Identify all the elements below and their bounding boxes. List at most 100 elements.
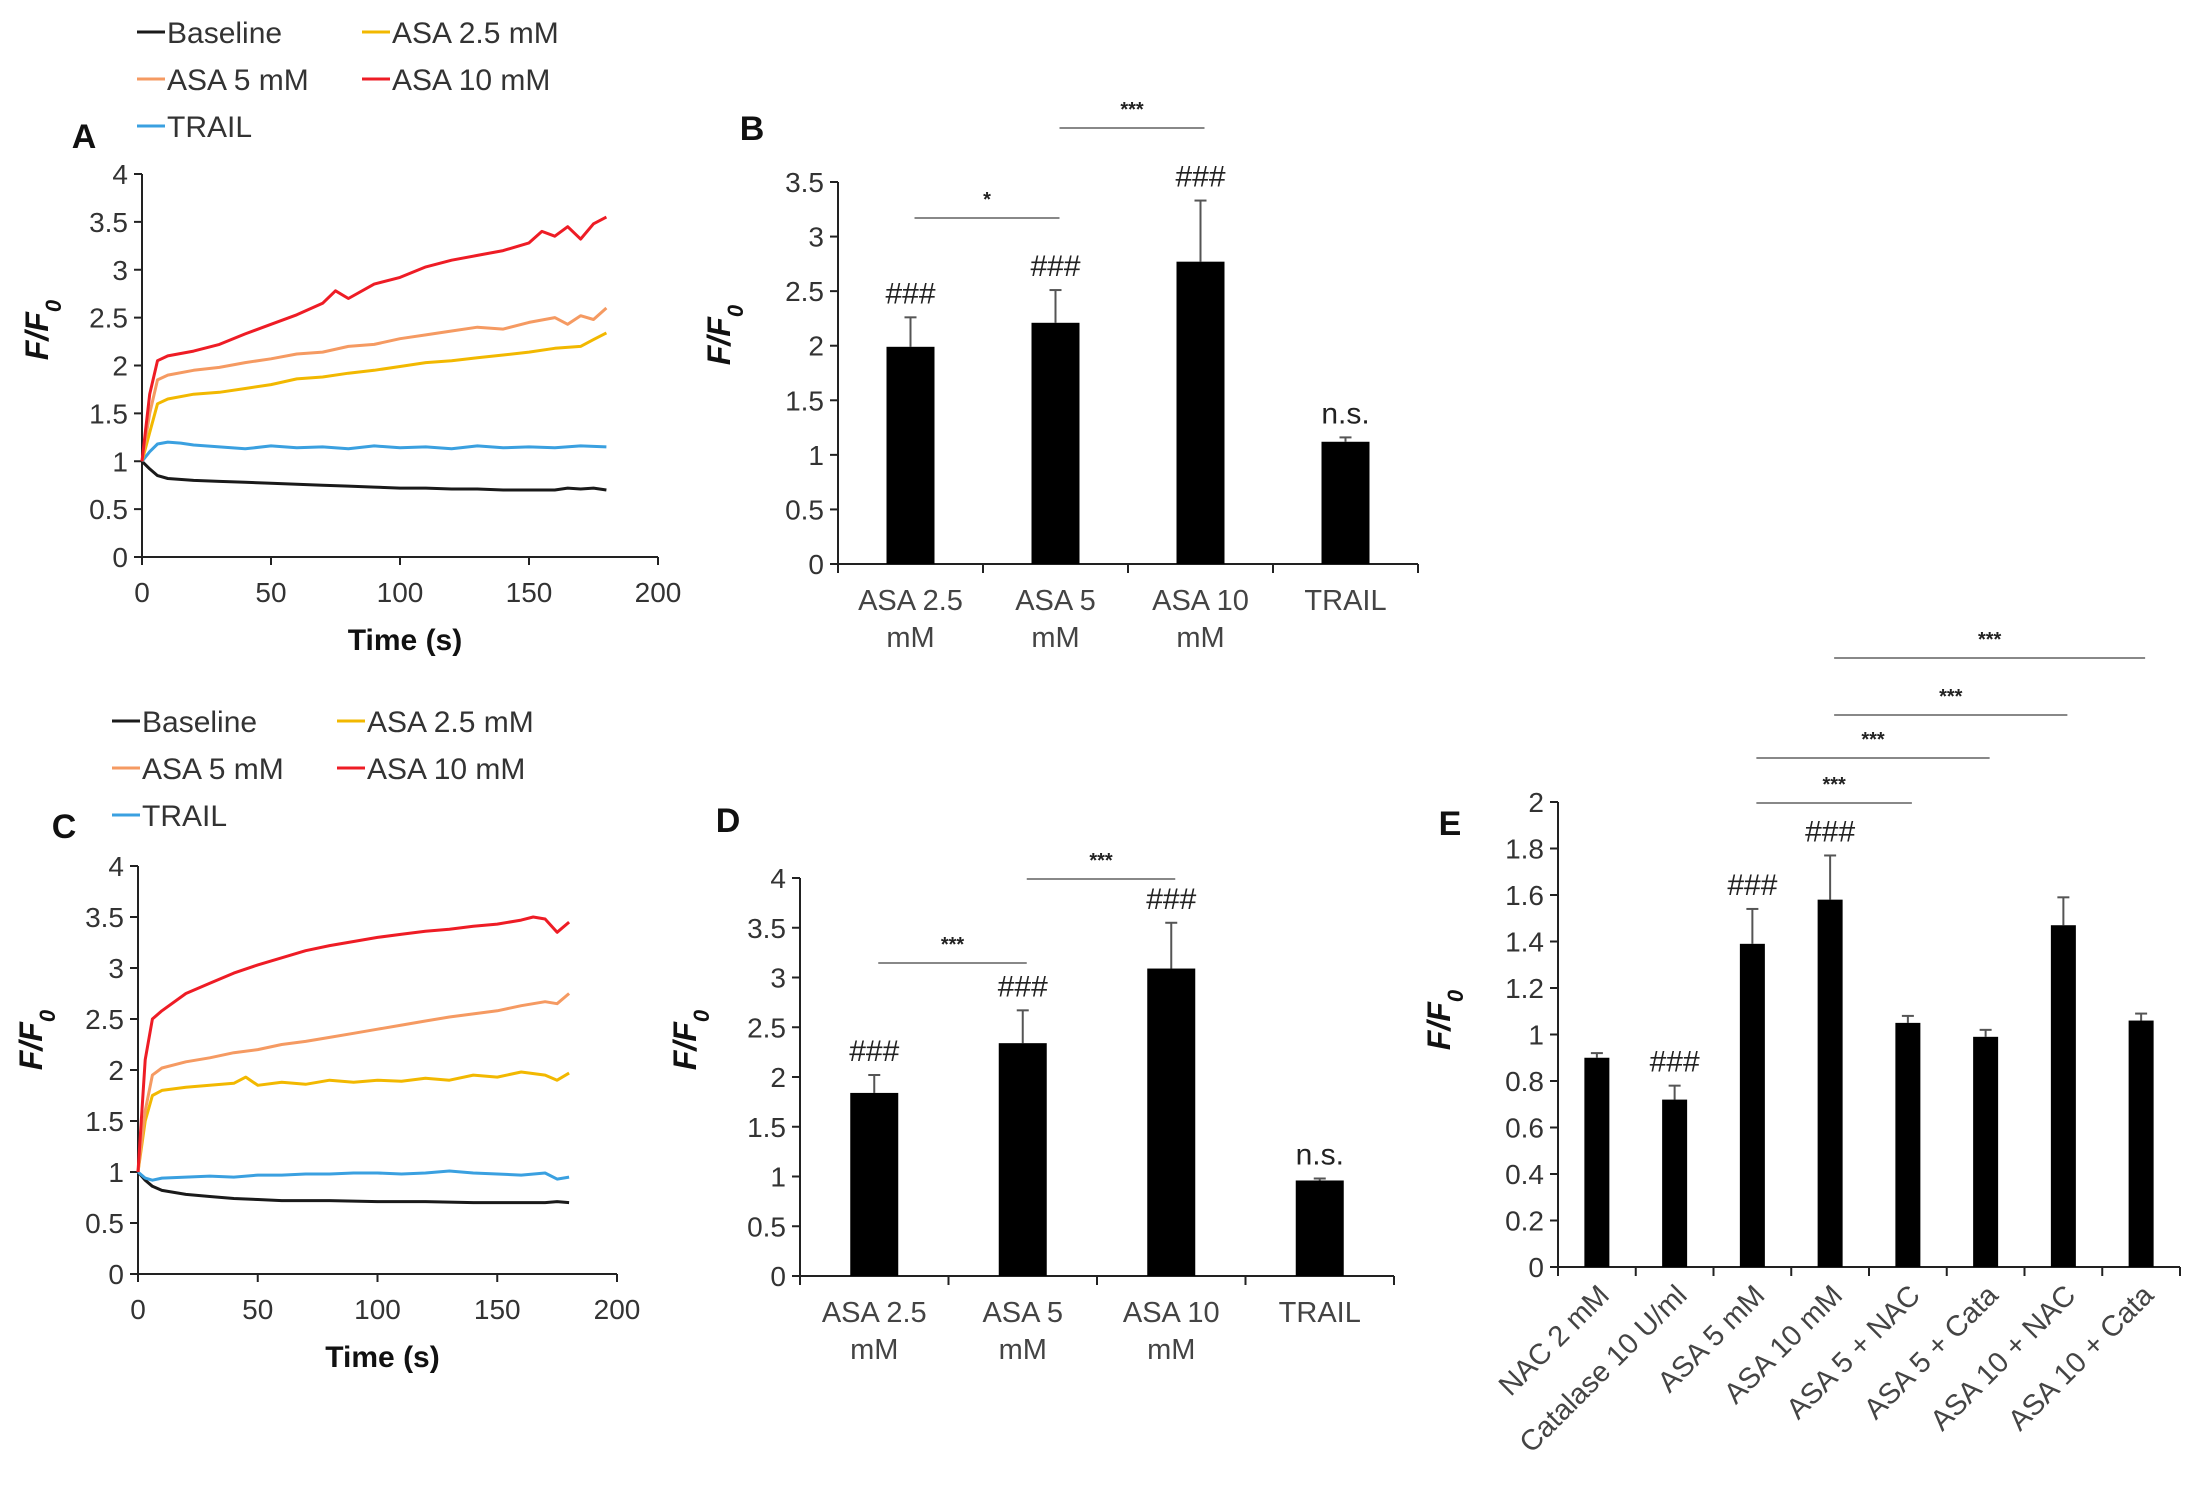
x-axis-title: Time (s)	[348, 624, 462, 657]
y-axis-title: F/F0	[13, 1009, 60, 1070]
category-label: ASA 10	[1152, 585, 1249, 617]
y-tick-label: 0	[108, 1259, 124, 1290]
legend-label: ASA 10 mM	[392, 64, 550, 97]
y-tick-label: 1	[1528, 1020, 1544, 1051]
category-label: ASA 2.5	[858, 585, 963, 617]
panel-d: D 0 0.5 1 1.5 2 2.5 3 3.5 4 F/F0 ### ### ### n.s. ASA 2…	[667, 802, 1395, 1366]
bar	[1973, 1036, 1999, 1267]
y-axis-title: F/F0	[667, 1009, 714, 1070]
y-tick-label: 1.8	[1505, 834, 1544, 865]
y-tick-label: 0.8	[1505, 1066, 1544, 1097]
y-tick-label: 0	[112, 542, 128, 573]
hash-annotation: ###	[1805, 815, 1855, 848]
x-tick-label: 0	[134, 577, 150, 608]
legend-label: TRAIL	[142, 800, 227, 833]
significance-label: ***	[1861, 729, 1885, 751]
legend: Baseline ASA 2.5 mM ASA 5 mM ASA 10 mM TRAIL	[137, 17, 559, 144]
y-tick-label: 2.5	[85, 1004, 124, 1035]
y-tick-label: 0.5	[785, 494, 824, 525]
x-tick-label: 100	[377, 577, 424, 608]
x-tick-label: 100	[354, 1294, 401, 1325]
category-label: ASA 2.5	[822, 1297, 927, 1329]
panel-b: B 0 0.5 1 1.5 2 2.5 3 3.5 F/F0 ### ### ### n.s. ASA 2.…	[701, 99, 1419, 654]
ns-label: n.s.	[1296, 1138, 1344, 1171]
y-tick-label: 1	[108, 1157, 124, 1188]
y-tick-label: 4	[112, 159, 128, 190]
y-tick-label: 3	[112, 255, 128, 286]
x-tick-label: 150	[474, 1294, 521, 1325]
panel-c: C 0 0.5 1 1.5 2 2.5 3 3.5 4 F/F0 0 50 100 150 200 Time (…	[13, 706, 640, 1374]
panel-a: A 0 0.5 1 1.5 2 2.5 3 3.5 4 F/F0 0 50 100 150 200 Time (…	[19, 17, 681, 657]
y-tick-label: 1	[808, 440, 824, 471]
y-tick-label: 1.4	[1505, 927, 1544, 958]
y-tick-label: 3	[108, 953, 124, 984]
x-tick-label: 150	[506, 577, 553, 608]
bar	[1817, 899, 1843, 1267]
y-tick-label: 0.4	[1505, 1159, 1544, 1190]
x-tick-label: 50	[242, 1294, 273, 1325]
legend-label: ASA 2.5 mM	[392, 17, 559, 50]
hash-annotation: ###	[1030, 250, 1080, 283]
bar	[1321, 441, 1370, 564]
y-tick-label: 3	[808, 222, 824, 253]
y-tick-label: 2	[770, 1062, 786, 1093]
bar	[1147, 968, 1196, 1276]
legend-label: ASA 2.5 mM	[367, 706, 534, 739]
y-tick-label: 1	[770, 1162, 786, 1193]
hash-annotation: ###	[1650, 1046, 1700, 1079]
y-tick-label: 2	[108, 1055, 124, 1086]
category-label: TRAIL	[1279, 1297, 1361, 1329]
y-tick-label: 0.5	[85, 1208, 124, 1239]
ns-label: n.s.	[1321, 397, 1369, 430]
legend-label: ASA 5 mM	[167, 64, 309, 97]
category-label: mM	[999, 1334, 1047, 1366]
bar	[886, 346, 935, 564]
x-axis-title: Time (s)	[325, 1341, 439, 1374]
y-tick-label: 0.2	[1505, 1206, 1544, 1237]
y-tick-label: 0	[1528, 1252, 1544, 1283]
y-tick-label: 1.5	[89, 398, 128, 429]
panel-label: C	[52, 808, 77, 846]
hash-annotation: ###	[885, 277, 935, 310]
series-line-asa-2-5-mm	[140, 331, 608, 462]
hash-annotation: ###	[1175, 161, 1225, 194]
y-tick-label: 3.5	[89, 207, 128, 238]
y-tick-label: 1.5	[785, 385, 824, 416]
bar	[1295, 1180, 1344, 1276]
y-axis-title: F/F0	[1421, 989, 1468, 1050]
bar	[1895, 1022, 1921, 1267]
category-label: ASA 5	[1015, 585, 1096, 617]
y-tick-label: 2.5	[785, 276, 824, 307]
x-tick-label: 50	[255, 577, 286, 608]
bar	[1176, 261, 1225, 564]
legend-label: Baseline	[167, 17, 282, 50]
y-tick-label: 1.2	[1505, 973, 1544, 1004]
y-tick-label: 1.5	[85, 1106, 124, 1137]
category-label: ASA 5 + NAC	[1781, 1279, 1927, 1425]
y-axis-title: F/F0	[19, 299, 66, 360]
category-label: mM	[886, 622, 934, 654]
bar	[2128, 1020, 2154, 1267]
y-tick-label: 0.5	[747, 1211, 786, 1242]
y-tick-label: 3.5	[85, 902, 124, 933]
series-line-asa-5-mm	[136, 992, 571, 1173]
panel-label: E	[1439, 805, 1462, 843]
series-line-trail	[140, 440, 607, 463]
y-tick-label: 0	[808, 549, 824, 580]
series-line-trail	[137, 1169, 570, 1182]
legend: Baseline ASA 2.5 mM ASA 5 mM ASA 10 mM TRAIL	[112, 706, 534, 833]
panel-e: E 0 0.2 0.4 0.6 0.8 1 1.2 1.4 1.6 1.8 2 F/F0 ### ### ##…	[1421, 629, 2181, 1459]
y-tick-label: 1.6	[1505, 880, 1544, 911]
bar	[850, 1092, 899, 1276]
x-tick-label: 0	[130, 1294, 146, 1325]
series-line-asa-10-mm	[140, 215, 608, 462]
y-tick-label: 2.5	[89, 303, 128, 334]
series-line-asa-2-5-mm	[136, 1070, 570, 1173]
significance-label: *	[983, 189, 991, 211]
y-tick-label: 3.5	[785, 167, 824, 198]
significance-label: ***	[1822, 774, 1846, 796]
category-label: mM	[1031, 622, 1079, 654]
bar	[2050, 925, 2076, 1267]
y-tick-label: 0	[770, 1261, 786, 1292]
